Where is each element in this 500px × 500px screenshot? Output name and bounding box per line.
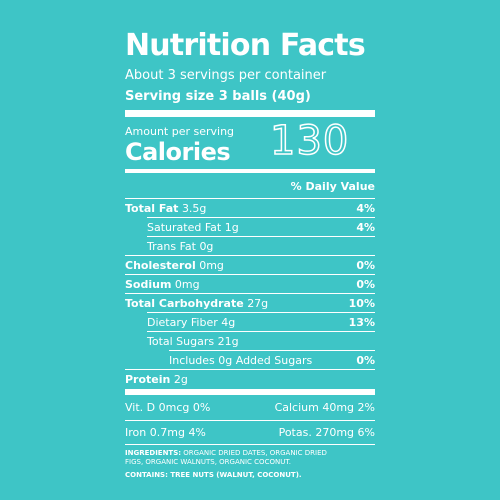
- vitamin-name: Iron: [125, 426, 147, 439]
- nutrient-name: Cholesterol: [125, 259, 196, 272]
- nutrition-label: Nutrition Facts About 3 servings per con…: [125, 0, 375, 500]
- nutrient-name: Trans Fat: [147, 240, 196, 253]
- daily-value: 0%: [356, 354, 375, 367]
- nutrient-name: Dietary Fiber: [147, 316, 218, 329]
- calories-value: 130: [269, 117, 350, 165]
- thick-rule: [125, 389, 375, 395]
- nutrient-row: Trans Fat 0g: [147, 236, 375, 255]
- contains: CONTAINS: TREE NUTS (WALNUT, COCONUT).: [125, 471, 302, 479]
- nutrient-amount: 3.5g: [181, 202, 207, 215]
- vitamin: Iron 0.7mg 4%: [125, 421, 206, 445]
- nutrient-name: Includes 0g Added Sugars: [169, 354, 313, 367]
- vitamin-name: Potas.: [278, 426, 312, 439]
- vitamin-amount: 40mg: [322, 401, 355, 414]
- nutrient-row: Total Fat 3.5g 4%: [125, 198, 375, 217]
- ingredients-label: INGREDIENTS:: [125, 449, 182, 457]
- nutrient-row: Total Sugars 21g: [147, 331, 375, 350]
- ingredients: INGREDIENTS: ORGANIC DRIED DATES, ORGANI…: [125, 449, 345, 467]
- vitamin-dv: 2%: [357, 401, 375, 414]
- nutrient-name: Total Fat: [125, 202, 179, 215]
- nutrient-row: Dietary Fiber 4g 13%: [147, 312, 375, 331]
- nutrient-amount: 0mg: [199, 259, 224, 272]
- amount-per-serving: Amount per serving: [125, 125, 235, 138]
- vitamin-dv: 4%: [188, 426, 206, 439]
- vitamin: Vit. D 0mcg 0%: [125, 396, 210, 420]
- daily-value: 10%: [348, 297, 375, 310]
- nutrient-row: Cholesterol 0mg 0%: [125, 255, 375, 274]
- vitamin-name: Vit. D: [125, 401, 156, 414]
- nutrient-name: Protein: [125, 373, 171, 386]
- vitamin-amount: 0.7mg: [149, 426, 185, 439]
- nutrient-name: Sodium: [125, 278, 172, 291]
- daily-value: 13%: [348, 316, 375, 329]
- calories-label: Calories: [125, 138, 231, 166]
- nutrient-row: Sodium 0mg 0%: [125, 274, 375, 293]
- medium-rule: [125, 169, 375, 173]
- daily-value: 0%: [356, 259, 375, 272]
- vitamin-amount: 0mcg: [158, 401, 190, 414]
- vitamin-amount: 270mg: [315, 426, 355, 439]
- nutrient-amount: 0g: [199, 240, 214, 253]
- nutrient-row: Saturated Fat 1g 4%: [147, 217, 375, 236]
- nutrient-row: Total Carbohydrate 27g 10%: [125, 293, 375, 312]
- daily-value: 4%: [356, 221, 375, 234]
- ingredients-text: ORGANIC DRIED DATES, ORGANIC DRIED FIGS,…: [125, 449, 327, 466]
- daily-value-header: % Daily Value: [290, 180, 375, 193]
- vitamin-name: Calcium: [274, 401, 319, 414]
- thick-rule: [125, 110, 375, 117]
- nutrient-name: Total Carbohydrate: [125, 297, 244, 310]
- nutrient-name: Saturated Fat: [147, 221, 222, 234]
- vitamin-dv: 6%: [357, 426, 375, 439]
- nutrient-amount: 27g: [247, 297, 269, 310]
- servings: About 3 servings per container: [125, 68, 327, 83]
- vitamin-row: Iron 0.7mg 4% Potas. 270mg 6%: [125, 420, 375, 444]
- nutrient-name: Total Sugars: [147, 335, 215, 348]
- vitamin-dv: 0%: [192, 401, 211, 414]
- nutrient-row: Includes 0g Added Sugars 0%: [169, 350, 375, 369]
- nutrient-amount: 0mg: [174, 278, 200, 291]
- thin-rule: [125, 444, 375, 445]
- title: Nutrition Facts: [125, 28, 366, 63]
- nutrient-amount: 4g: [221, 316, 236, 329]
- vitamin: Calcium 40mg 2%: [275, 396, 375, 420]
- daily-value: 4%: [356, 202, 375, 215]
- daily-value: 0%: [356, 278, 375, 291]
- vitamin-row: Vit. D 0mcg 0% Calcium 40mg 2%: [125, 396, 375, 420]
- nutrient-amount: 21g: [217, 335, 239, 348]
- nutrient-amount: 1g: [224, 221, 239, 234]
- vitamin: Potas. 270mg 6%: [279, 421, 375, 445]
- serving-size: Serving size 3 balls (40g): [125, 89, 311, 104]
- nutrient-row: Protein 2g: [125, 369, 375, 388]
- nutrient-amount: 2g: [173, 373, 188, 386]
